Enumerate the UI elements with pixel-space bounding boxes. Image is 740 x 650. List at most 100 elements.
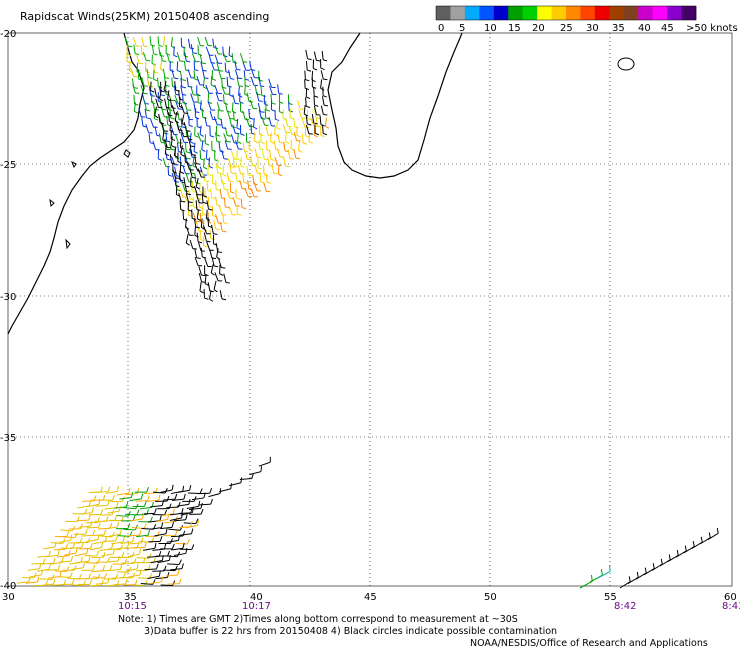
wind-barb (320, 105, 324, 115)
wind-barb (158, 44, 163, 48)
wind-barb (100, 486, 103, 493)
wind-barb (289, 117, 294, 120)
wind-barb (313, 86, 315, 97)
wind-barb (311, 113, 315, 124)
wind-barb (199, 134, 204, 137)
wind-barb (171, 522, 175, 528)
wind-barb (143, 523, 147, 529)
wind-barb (236, 77, 240, 87)
wind-barb (279, 101, 284, 104)
wind-barb (313, 67, 318, 71)
wind-barb (194, 185, 198, 195)
wind-barb (158, 570, 161, 577)
wind-barb (148, 133, 151, 143)
wind-barb (150, 560, 163, 564)
wind-barb (71, 567, 84, 571)
wind-barb (184, 196, 189, 206)
legend-swatch (522, 6, 538, 20)
wind-barb (242, 141, 245, 151)
wind-barb (197, 241, 203, 244)
wind-barb (188, 498, 191, 505)
wind-barb (133, 102, 136, 112)
wind-barb (127, 542, 130, 548)
wind-barb (306, 105, 311, 108)
wind-barb (303, 113, 309, 117)
wind-barb (190, 141, 195, 144)
wind-barb (242, 173, 245, 183)
wind-barb (165, 555, 178, 558)
wind-barb (217, 172, 222, 175)
wind-barb (132, 572, 136, 579)
wind-barb (188, 507, 202, 511)
wind-barb (180, 104, 185, 114)
legend-swatch (623, 6, 639, 20)
wind-barb (134, 524, 139, 531)
wind-barb (307, 69, 312, 72)
wind-barb (190, 93, 195, 103)
wind-barb (121, 515, 125, 521)
wind-barb (151, 100, 156, 110)
wind-barb (171, 484, 174, 491)
wind-barb (288, 110, 294, 113)
wind-barb (186, 161, 191, 171)
wind-barb (184, 218, 187, 228)
wind-barb (315, 132, 320, 136)
wind-barb (185, 226, 190, 236)
wind-barb (239, 101, 244, 104)
wind-barb (183, 522, 196, 525)
wind-barb (136, 534, 149, 538)
wind-barb (195, 182, 200, 185)
wind-barb (103, 529, 107, 536)
wind-barb (80, 523, 83, 529)
wind-barb (78, 547, 91, 550)
wind-barb (258, 76, 261, 86)
wind-barb (165, 574, 178, 577)
wind-barb (169, 98, 173, 108)
wind-barb (153, 78, 158, 82)
wind-barb (177, 501, 181, 508)
wind-barb (143, 547, 156, 551)
wind-barb (199, 290, 204, 294)
wind-barb (25, 581, 38, 584)
wind-barb (204, 283, 209, 286)
wind-barb (186, 151, 191, 154)
wind-barb (200, 247, 203, 258)
wind-barb (155, 576, 168, 580)
wind-barb (161, 108, 165, 118)
wind-barb (53, 578, 56, 585)
wind-barb (253, 118, 255, 128)
wind-barb (268, 134, 273, 137)
wind-barb (161, 555, 164, 561)
wind-barb (211, 197, 216, 200)
wind-barb (195, 200, 198, 210)
wind-barb (176, 61, 179, 71)
longitude-labels: 30 35 40 45 50 55 60 (2, 592, 737, 603)
wind-barb (145, 124, 150, 133)
wind-barb (210, 498, 213, 505)
wind-barb (207, 173, 212, 177)
wind-barb (127, 523, 131, 529)
wind-barb (202, 77, 205, 88)
wind-barb (136, 509, 140, 515)
wind-barb (176, 52, 181, 62)
wind-barb (207, 282, 211, 292)
wind-barb (162, 157, 167, 167)
wind-barb (178, 192, 182, 202)
wind-barb (244, 188, 249, 197)
wind-barb (199, 488, 203, 494)
wind-barb (90, 520, 93, 527)
lon-label: 50 (484, 592, 497, 603)
wind-barb (600, 568, 603, 576)
wind-barb (184, 185, 188, 195)
wind-barb (92, 534, 105, 536)
wind-barb (119, 529, 122, 535)
wind-barb (195, 177, 199, 187)
wind-barb (273, 172, 278, 175)
wind-barb (222, 213, 225, 223)
wind-barb (78, 525, 91, 528)
wind-barb (154, 533, 167, 537)
wind-barb (136, 557, 149, 559)
wind-barb (230, 78, 235, 80)
wind-barb (119, 497, 132, 500)
wind-barb (178, 151, 183, 154)
